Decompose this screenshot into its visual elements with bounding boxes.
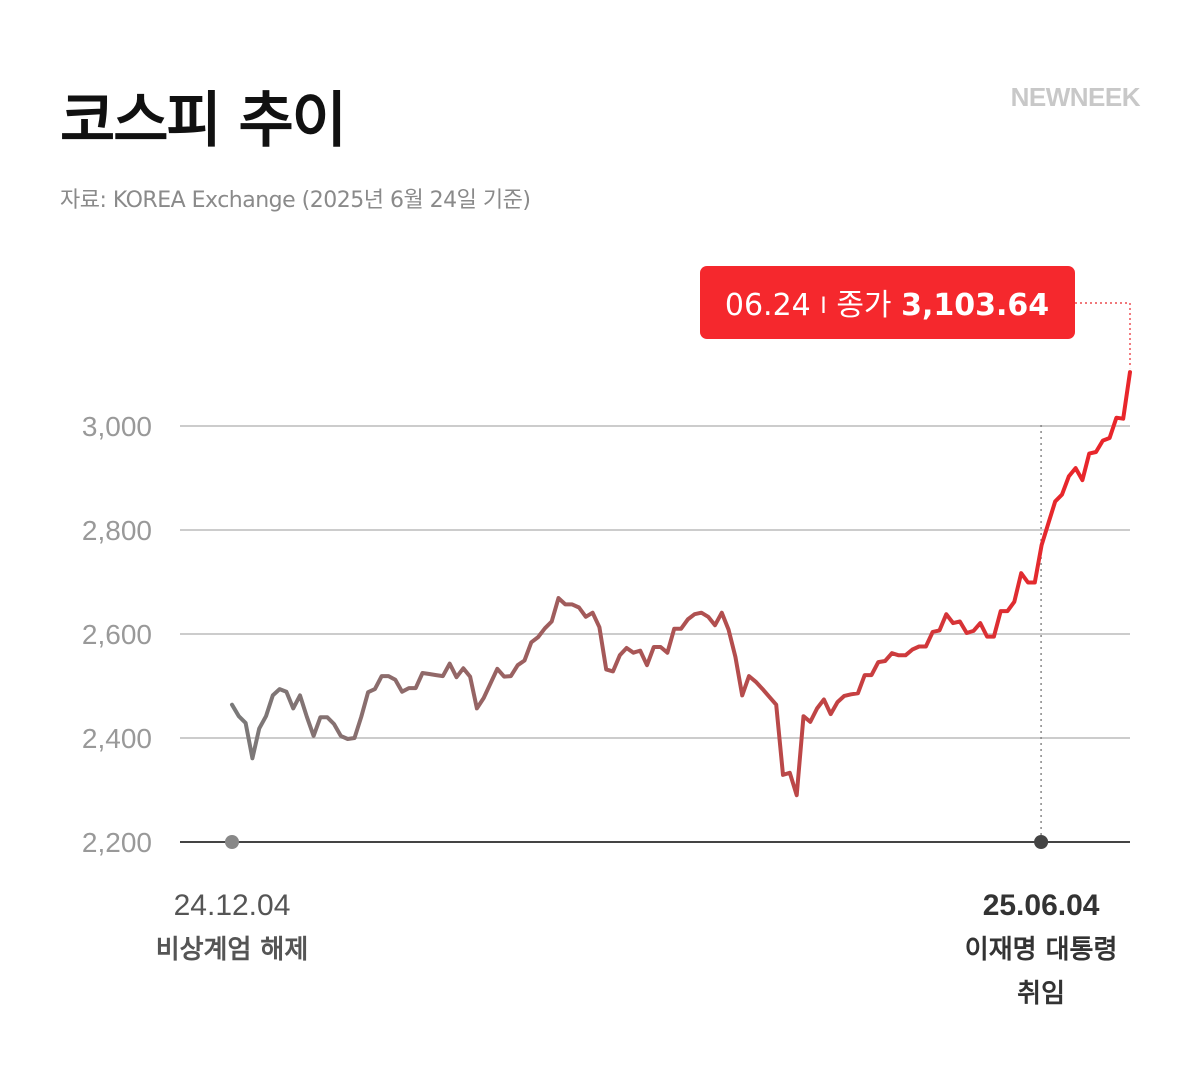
event-date-label: 25.06.04 [983, 889, 1100, 922]
callout-box [700, 266, 1075, 339]
event-marker [225, 835, 239, 849]
event-description-label: 비상계엄 해제 [156, 935, 309, 965]
callout-date: 06.24 [725, 288, 820, 323]
page-title: 코스피 추이 [60, 86, 347, 156]
y-tick-label: 2,200 [82, 827, 152, 858]
y-tick-label: 2,600 [82, 619, 152, 650]
callout-value: 3,103.64 [901, 288, 1049, 323]
event-marker [1034, 835, 1049, 849]
brand-logo: NEWNEEK [1010, 82, 1141, 112]
callout-label: 06.24 I 종가 3,103.64 [725, 288, 1049, 323]
callout-leader-line [1075, 302, 1131, 369]
event-description-label: 취임 [1017, 979, 1065, 1009]
callout-text: 종가 [827, 288, 901, 323]
y-tick-label: 2,800 [82, 515, 152, 546]
source-caption: 자료: KOREA Exchange (2025년 6월 24일 기준) [60, 188, 531, 213]
callout-separator: I [820, 294, 827, 319]
event-date-label: 24.12.04 [174, 889, 291, 922]
y-tick-label: 3,000 [82, 411, 152, 442]
y-tick-label: 2,400 [82, 723, 152, 754]
event-description-label: 이재명 대통령 [965, 935, 1118, 965]
kospi-series-line [230, 370, 1132, 798]
